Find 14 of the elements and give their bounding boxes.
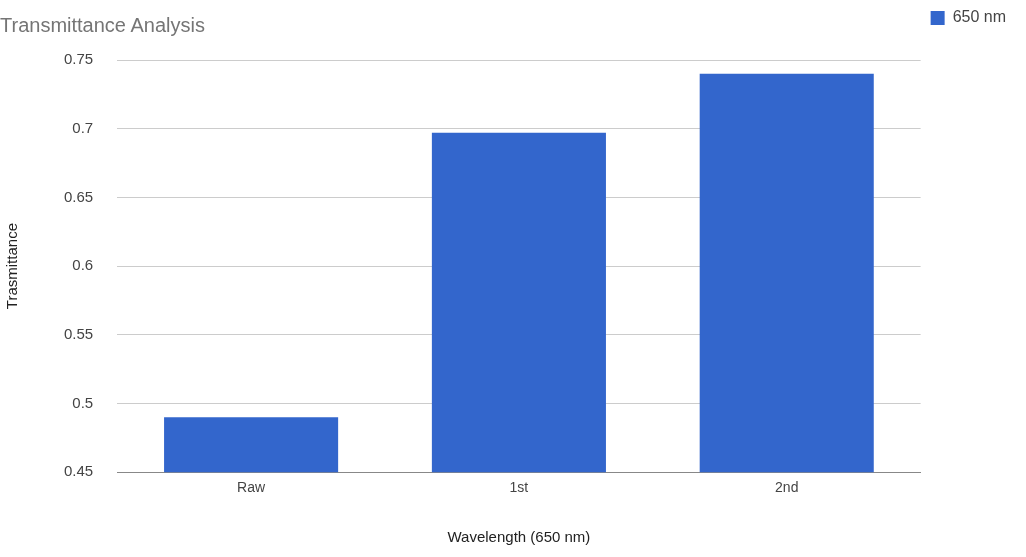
y-tick-label: 0.45: [63, 462, 94, 480]
y-tick-label: 0.6: [72, 256, 94, 274]
y-tick-label: 0.75: [63, 50, 94, 68]
legend-label: 650 nm: [952, 8, 1007, 26]
chart-title: Transmittance Analysis: [0, 13, 205, 36]
x-tick-label: Raw: [237, 479, 266, 496]
x-tick-label: 1st: [509, 479, 529, 496]
y-tick-label: 0.55: [63, 324, 94, 342]
x-axis-title: Wavelength (650 nm): [447, 528, 591, 546]
y-axis-title: Trasmittance: [3, 223, 21, 310]
y-tick-label: 0.65: [63, 187, 94, 205]
y-tick-label: 0.5: [72, 393, 94, 411]
x-tick-label: 2nd: [775, 479, 799, 496]
y-tick-label: 0.7: [72, 118, 94, 136]
